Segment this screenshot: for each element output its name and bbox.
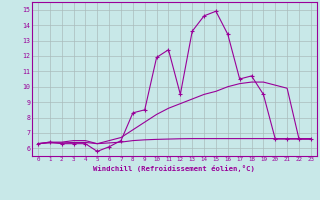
X-axis label: Windchill (Refroidissement éolien,°C): Windchill (Refroidissement éolien,°C)	[93, 165, 255, 172]
